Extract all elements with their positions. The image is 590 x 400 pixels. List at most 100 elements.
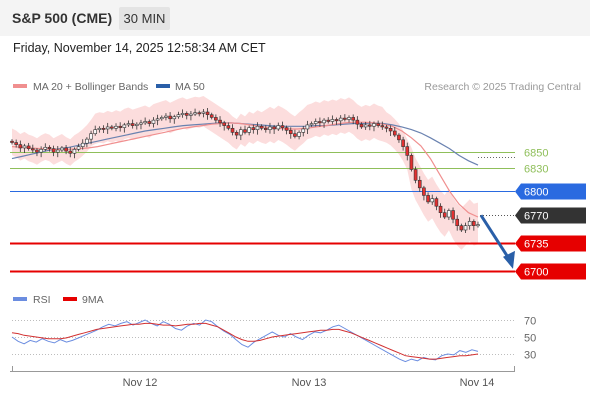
candle-body: [288, 130, 293, 135]
candle-body: [293, 133, 297, 137]
candle-body: [334, 119, 339, 122]
candle-body: [172, 116, 177, 120]
candle-body: [114, 125, 118, 129]
candle-body: [380, 125, 385, 128]
level-label-6770: 6770: [524, 211, 548, 223]
forecast-arrow-shaft: [479, 214, 511, 260]
candle-body: [97, 127, 102, 130]
rsi-ma-line: [11, 322, 479, 360]
level-tag-6735: [515, 235, 586, 252]
level-tag-6700: [515, 263, 586, 280]
timeframe-badge[interactable]: 30 MIN: [119, 7, 170, 30]
candle-body: [305, 124, 310, 130]
candle-body: [64, 147, 68, 152]
candle-body: [422, 187, 426, 196]
candle-body: [143, 121, 147, 124]
level-label-6850: 6850: [524, 148, 548, 160]
candle-body: [476, 224, 480, 227]
rsi-legend-swatch: [13, 297, 27, 301]
candle-body: [214, 117, 218, 121]
candle-body: [118, 125, 122, 128]
candle-body: [230, 127, 235, 133]
candle-body: [330, 119, 335, 122]
candle-body: [318, 121, 322, 124]
candle-body: [14, 142, 18, 145]
candle-body: [326, 119, 331, 122]
candle-body: [234, 132, 239, 136]
candle-body: [201, 111, 206, 114]
candle-body: [43, 146, 48, 150]
candle-body: [110, 126, 114, 129]
candle-body: [372, 123, 376, 127]
ma20-legend-swatch: [13, 84, 27, 88]
candle-body: [409, 155, 414, 170]
candle-body: [313, 121, 318, 124]
candle-body: [359, 123, 364, 128]
candle-body: [280, 125, 285, 128]
level-label-6735: 6735: [524, 239, 548, 251]
candle-body: [197, 112, 202, 115]
candle-body: [247, 127, 251, 133]
candle-body: [384, 126, 389, 129]
candle-body: [159, 117, 164, 120]
candle-body: [301, 128, 306, 133]
candle-body: [264, 127, 268, 130]
level-label-6800: 6800: [524, 187, 548, 199]
candle-body: [80, 142, 85, 147]
rsi-legend-label: RSI: [33, 294, 51, 306]
candle-body: [426, 195, 430, 203]
candle-body: [31, 148, 35, 151]
candle-body: [255, 125, 260, 130]
candle-body: [18, 144, 23, 149]
candle-body: [405, 146, 410, 156]
candle-body: [35, 149, 39, 153]
candle-body: [218, 119, 222, 124]
candle-body: [26, 145, 31, 149]
candle-body: [397, 134, 401, 141]
candle-body: [168, 115, 172, 120]
candle-body: [60, 147, 64, 151]
ma20-line: [11, 121, 479, 218]
candle-body: [284, 127, 289, 131]
candle-body: [135, 123, 139, 126]
candle-body: [251, 127, 256, 130]
candle-body: [268, 126, 272, 130]
candle-body: [147, 121, 152, 124]
candle-body: [309, 123, 314, 126]
candle-body: [189, 113, 193, 116]
forecast-arrow-head: [503, 250, 515, 269]
candle-body: [259, 125, 264, 129]
candle-body: [467, 221, 472, 226]
candle-body: [368, 124, 372, 127]
candle-body: [338, 117, 343, 122]
candle-body: [363, 124, 368, 128]
candle-body: [155, 118, 160, 121]
candle-body: [272, 126, 276, 130]
candle-body: [184, 113, 189, 116]
candle-body: [209, 114, 214, 118]
candle-body: [401, 139, 405, 147]
candle-body: [243, 129, 247, 133]
candle-body: [226, 125, 231, 129]
candle-body: [451, 210, 455, 220]
ma20-legend-label: MA 20 + Bollinger Bands: [33, 81, 148, 93]
candle-body: [139, 122, 143, 125]
candle-body: [130, 123, 135, 126]
candle-body: [463, 225, 468, 231]
candle-body: [347, 117, 351, 120]
rsi-tick-label: 30: [524, 350, 536, 362]
ma50-legend-swatch: [156, 84, 170, 88]
candle-body: [205, 111, 210, 116]
rsi-tick-label: 70: [524, 316, 536, 328]
candle-body: [376, 123, 380, 126]
bollinger-band: [12, 96, 478, 250]
rsi-tick-label: 50: [524, 333, 536, 345]
candle-body: [85, 138, 89, 144]
candle-body: [105, 126, 110, 130]
x-tick-label: Nov 14: [460, 377, 495, 389]
candle-body: [101, 127, 106, 130]
candle-body: [22, 145, 27, 149]
candle-body: [297, 132, 301, 137]
rsi-line: [11, 319, 479, 363]
